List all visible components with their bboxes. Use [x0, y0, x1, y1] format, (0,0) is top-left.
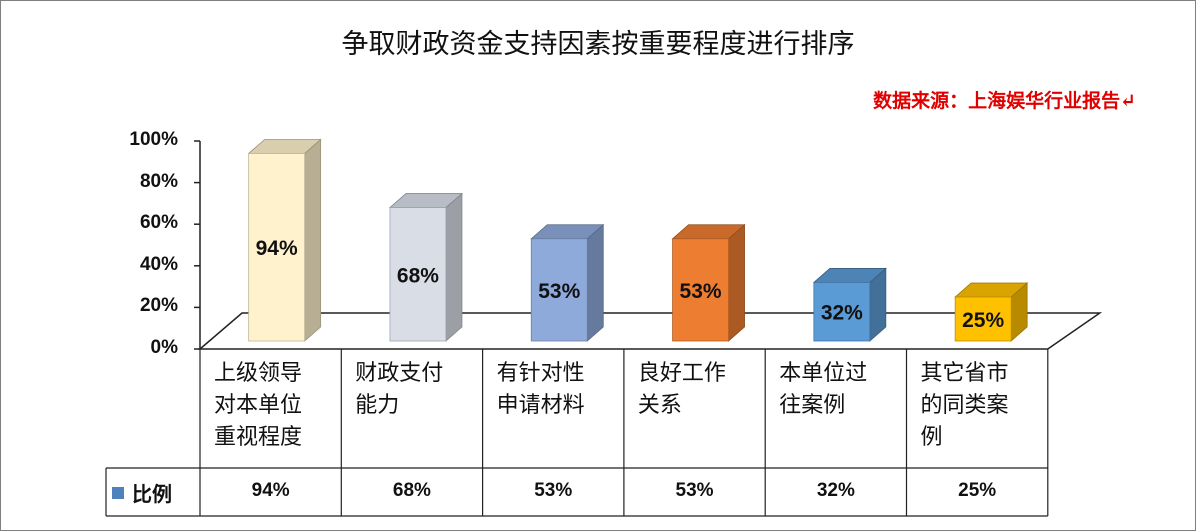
- bar-front: [954, 296, 1012, 342]
- legend-key: [112, 486, 124, 499]
- bar-front: [530, 238, 588, 342]
- category-label: 其它省市 的同类案 例: [920, 361, 1009, 450]
- y-tick-label: 0%: [150, 337, 178, 358]
- bar: 94%: [247, 138, 322, 342]
- bar-value-label: 53%: [538, 280, 580, 303]
- y-tick-label: 100%: [129, 129, 178, 150]
- y-tick-label: 40%: [139, 253, 178, 275]
- bar-side: [304, 138, 322, 342]
- y-tick-label: 80%: [139, 170, 178, 192]
- bar-value-label: 32%: [821, 302, 863, 325]
- table-value: 68%: [392, 480, 431, 501]
- bar-side: [728, 223, 745, 342]
- chart-title: 争取财政资金支持因素按重要程度进行排序: [341, 29, 855, 60]
- bar: 53%: [671, 223, 746, 342]
- table-value: 53%: [534, 480, 573, 501]
- bar: 68%: [388, 192, 464, 342]
- bar-value-label: 68%: [397, 264, 439, 287]
- bar-front: [813, 282, 871, 342]
- bar-front: [672, 238, 729, 342]
- table-value: 25%: [958, 480, 997, 501]
- bar-value-label: 25%: [962, 309, 1004, 332]
- category-label: 良好工作 关系: [637, 361, 726, 418]
- y-tick-label: 60%: [139, 212, 178, 234]
- category-label: 有针对性 申请材料: [496, 361, 585, 418]
- bar-front: [389, 207, 447, 342]
- legend-label: 比例: [132, 482, 172, 506]
- bar-front: [248, 153, 306, 342]
- legend: 比例: [112, 478, 172, 507]
- table-value: 94%: [251, 480, 290, 501]
- category-label: 上级领导 对本单位 重视程度: [214, 361, 303, 450]
- category-label: 财政支付 能力: [355, 361, 444, 418]
- table-value: 32%: [816, 480, 855, 501]
- bar: 32%: [812, 267, 887, 342]
- bar-side: [586, 223, 604, 342]
- y-tick-label: 20%: [139, 295, 178, 317]
- table-value: 53%: [675, 480, 714, 501]
- bar-value-label: 94%: [256, 237, 298, 260]
- bar: 53%: [530, 223, 605, 342]
- bar-value-label: 53%: [680, 280, 722, 303]
- bar: 25%: [954, 282, 1029, 342]
- category-label: 本单位过 往案例: [779, 361, 868, 418]
- bar-side: [445, 192, 463, 342]
- source-note: 数据来源：上海娱华行业报告↵: [873, 90, 1136, 112]
